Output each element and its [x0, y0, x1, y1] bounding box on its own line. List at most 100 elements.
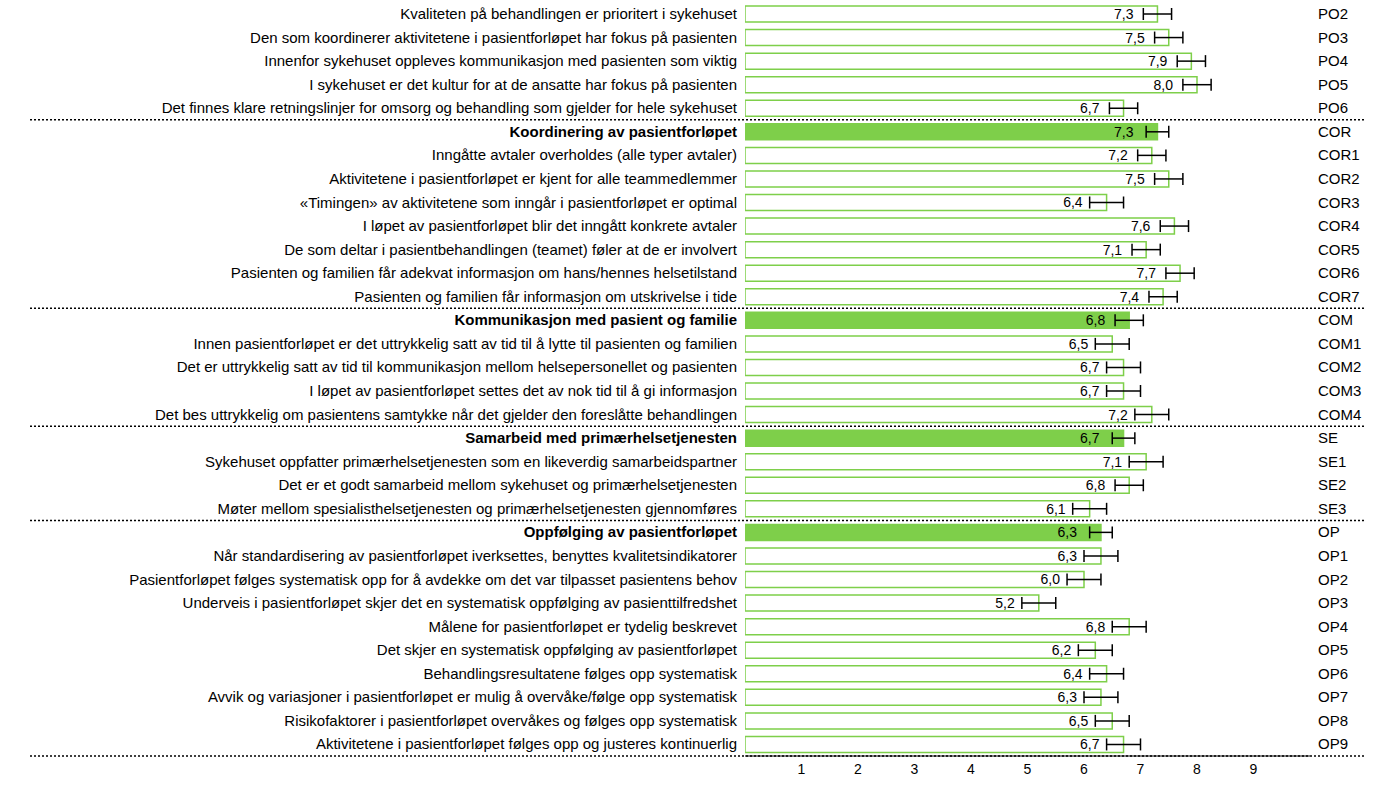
svg-text:Det finnes klare retningslinje: Det finnes klare retningslinjer for omso…	[162, 99, 738, 116]
svg-text:Risikofaktorer i pasientforløp: Risikofaktorer i pasientforløpet overvåk…	[284, 712, 737, 729]
svg-text:6,3: 6,3	[1057, 524, 1077, 540]
svg-text:COR2: COR2	[1318, 170, 1360, 187]
svg-text:PO5: PO5	[1318, 76, 1348, 93]
svg-text:SE2: SE2	[1318, 476, 1346, 493]
svg-text:Pasienten og familien får adek: Pasienten og familien får adekvat inform…	[231, 264, 737, 281]
svg-text:6,7: 6,7	[1080, 736, 1100, 752]
svg-text:8: 8	[1193, 761, 1201, 777]
svg-text:7: 7	[1137, 761, 1145, 777]
svg-text:Innen pasientforløpet er det u: Innen pasientforløpet er det uttrykkelig…	[193, 335, 737, 352]
svg-text:OP3: OP3	[1318, 594, 1348, 611]
svg-text:SE3: SE3	[1318, 500, 1346, 517]
svg-text:7,9: 7,9	[1148, 53, 1168, 69]
svg-text:6,3: 6,3	[1057, 548, 1077, 564]
svg-text:5,2: 5,2	[995, 595, 1015, 611]
svg-text:Oppfølging av pasientforløpet: Oppfølging av pasientforløpet	[524, 523, 737, 540]
svg-text:OP8: OP8	[1318, 712, 1348, 729]
svg-text:1: 1	[798, 761, 806, 777]
svg-text:OP5: OP5	[1318, 641, 1348, 658]
svg-text:COR1: COR1	[1318, 146, 1360, 163]
svg-text:6: 6	[1080, 761, 1088, 777]
svg-text:6,7: 6,7	[1080, 383, 1100, 399]
svg-text:6,8: 6,8	[1086, 619, 1106, 635]
svg-text:6,7: 6,7	[1080, 359, 1100, 375]
svg-text:Kommunikasjon med pasient og f: Kommunikasjon med pasient og familie	[454, 311, 737, 328]
svg-text:Inngåtte avtaler overholdes (a: Inngåtte avtaler overholdes (alle typer …	[432, 146, 737, 163]
svg-text:6,4: 6,4	[1063, 666, 1083, 682]
svg-text:COM: COM	[1318, 311, 1353, 328]
svg-text:6,5: 6,5	[1069, 336, 1089, 352]
svg-text:6,4: 6,4	[1063, 194, 1083, 210]
svg-text:COR: COR	[1318, 123, 1352, 140]
svg-text:OP7: OP7	[1318, 688, 1348, 705]
svg-text:2: 2	[854, 761, 862, 777]
svg-text:Det bes uttrykkelig om pasient: Det bes uttrykkelig om pasientens samtyk…	[155, 406, 737, 423]
svg-text:7,5: 7,5	[1125, 171, 1145, 187]
svg-text:7,3: 7,3	[1114, 124, 1134, 140]
svg-text:7,6: 7,6	[1131, 218, 1151, 234]
svg-text:OP4: OP4	[1318, 618, 1348, 635]
svg-text:COR6: COR6	[1318, 264, 1360, 281]
svg-text:7,3: 7,3	[1114, 6, 1134, 22]
svg-text:6,7: 6,7	[1080, 430, 1100, 446]
svg-text:PO2: PO2	[1318, 5, 1348, 22]
svg-text:Koordinering av pasientforløpe: Koordinering av pasientforløpet	[509, 123, 737, 140]
svg-text:6,3: 6,3	[1057, 689, 1077, 705]
svg-text:OP: OP	[1318, 523, 1340, 540]
svg-text:7,5: 7,5	[1125, 30, 1145, 46]
svg-text:7,7: 7,7	[1137, 265, 1157, 281]
svg-text:COR4: COR4	[1318, 217, 1360, 234]
svg-text:7,4: 7,4	[1120, 289, 1140, 305]
svg-text:COR5: COR5	[1318, 241, 1360, 258]
svg-text:OP2: OP2	[1318, 571, 1348, 588]
svg-text:SE: SE	[1318, 429, 1338, 446]
svg-text:4: 4	[967, 761, 975, 777]
svg-text:Det er et godt samarbeid mello: Det er et godt samarbeid mellom sykehuse…	[278, 476, 737, 493]
svg-text:7,1: 7,1	[1103, 454, 1123, 470]
svg-text:Målene for pasientforløpet er: Målene for pasientforløpet er tydelig be…	[429, 618, 738, 635]
svg-text:PO3: PO3	[1318, 29, 1348, 46]
svg-text:Kvaliteten på behandlingen er: Kvaliteten på behandlingen er prioritert…	[400, 5, 738, 22]
svg-text:5: 5	[1024, 761, 1032, 777]
svg-text:I løpet av pasientforløpet bli: I løpet av pasientforløpet blir det inng…	[363, 217, 737, 234]
svg-text:«Timingen» av aktivitetene som: «Timingen» av aktivitetene som inngår i …	[300, 194, 737, 211]
svg-text:COR7: COR7	[1318, 288, 1360, 305]
svg-text:6,5: 6,5	[1069, 713, 1089, 729]
svg-text:I løpet av pasientforløpet set: I løpet av pasientforløpet settes det av…	[309, 382, 737, 399]
svg-text:COM3: COM3	[1318, 382, 1361, 399]
svg-text:3: 3	[911, 761, 919, 777]
svg-text:OP9: OP9	[1318, 735, 1348, 752]
svg-text:6,8: 6,8	[1086, 477, 1106, 493]
svg-text:Møter mellom spesialisthelsetj: Møter mellom spesialisthelsetjenesten og…	[218, 500, 737, 517]
svg-text:Samarbeid med primærhelsetjene: Samarbeid med primærhelsetjenesten	[465, 429, 737, 446]
svg-text:Sykehuset oppfatter primærhels: Sykehuset oppfatter primærhelsetjenesten…	[205, 453, 737, 470]
svg-text:8,0: 8,0	[1154, 77, 1174, 93]
svg-text:OP1: OP1	[1318, 547, 1348, 564]
svg-text:COM1: COM1	[1318, 335, 1361, 352]
svg-text:Aktivitetene i pasientforløpet: Aktivitetene i pasientforløpet følges op…	[316, 735, 737, 752]
svg-text:6,7: 6,7	[1080, 100, 1100, 116]
svg-text:7,1: 7,1	[1103, 242, 1123, 258]
svg-text:Det skjer en systematisk oppfø: Det skjer en systematisk oppfølging av p…	[377, 641, 738, 658]
svg-text:Behandlingsresultatene følges: Behandlingsresultatene følges opp system…	[423, 665, 737, 682]
svg-text:SE1: SE1	[1318, 453, 1346, 470]
svg-text:6,2: 6,2	[1052, 642, 1072, 658]
svg-text:9: 9	[1250, 761, 1258, 777]
svg-text:Innenfor sykehuset oppleves ko: Innenfor sykehuset oppleves kommunikasjo…	[264, 52, 737, 69]
svg-text:6,8: 6,8	[1086, 312, 1106, 328]
svg-text:Pasienten og familien får info: Pasienten og familien får informasjon om…	[354, 288, 737, 305]
svg-text:Pasientforløpet følges systema: Pasientforløpet følges systematisk opp f…	[129, 571, 737, 588]
svg-text:Den som koordinerer aktivitete: Den som koordinerer aktivitetene i pasie…	[250, 29, 737, 46]
svg-text:6,1: 6,1	[1046, 501, 1066, 517]
svg-text:PO4: PO4	[1318, 52, 1348, 69]
svg-text:Underveis i pasientforløpet sk: Underveis i pasientforløpet skjer det en…	[183, 594, 738, 611]
svg-text:OP6: OP6	[1318, 665, 1348, 682]
svg-text:Avvik og variasjoner i pasient: Avvik og variasjoner i pasientforløpet e…	[208, 688, 738, 705]
svg-text:Aktivitetene i pasientforløpet: Aktivitetene i pasientforløpet er kjent …	[329, 170, 737, 187]
svg-text:I sykehuset er det kultur for: I sykehuset er det kultur for at de ansa…	[309, 76, 737, 93]
svg-text:COM2: COM2	[1318, 358, 1361, 375]
svg-text:Det er uttrykkelig satt av tid: Det er uttrykkelig satt av tid til kommu…	[177, 358, 737, 375]
svg-text:COR3: COR3	[1318, 194, 1360, 211]
svg-text:PO6: PO6	[1318, 99, 1348, 116]
svg-text:7,2: 7,2	[1108, 407, 1128, 423]
